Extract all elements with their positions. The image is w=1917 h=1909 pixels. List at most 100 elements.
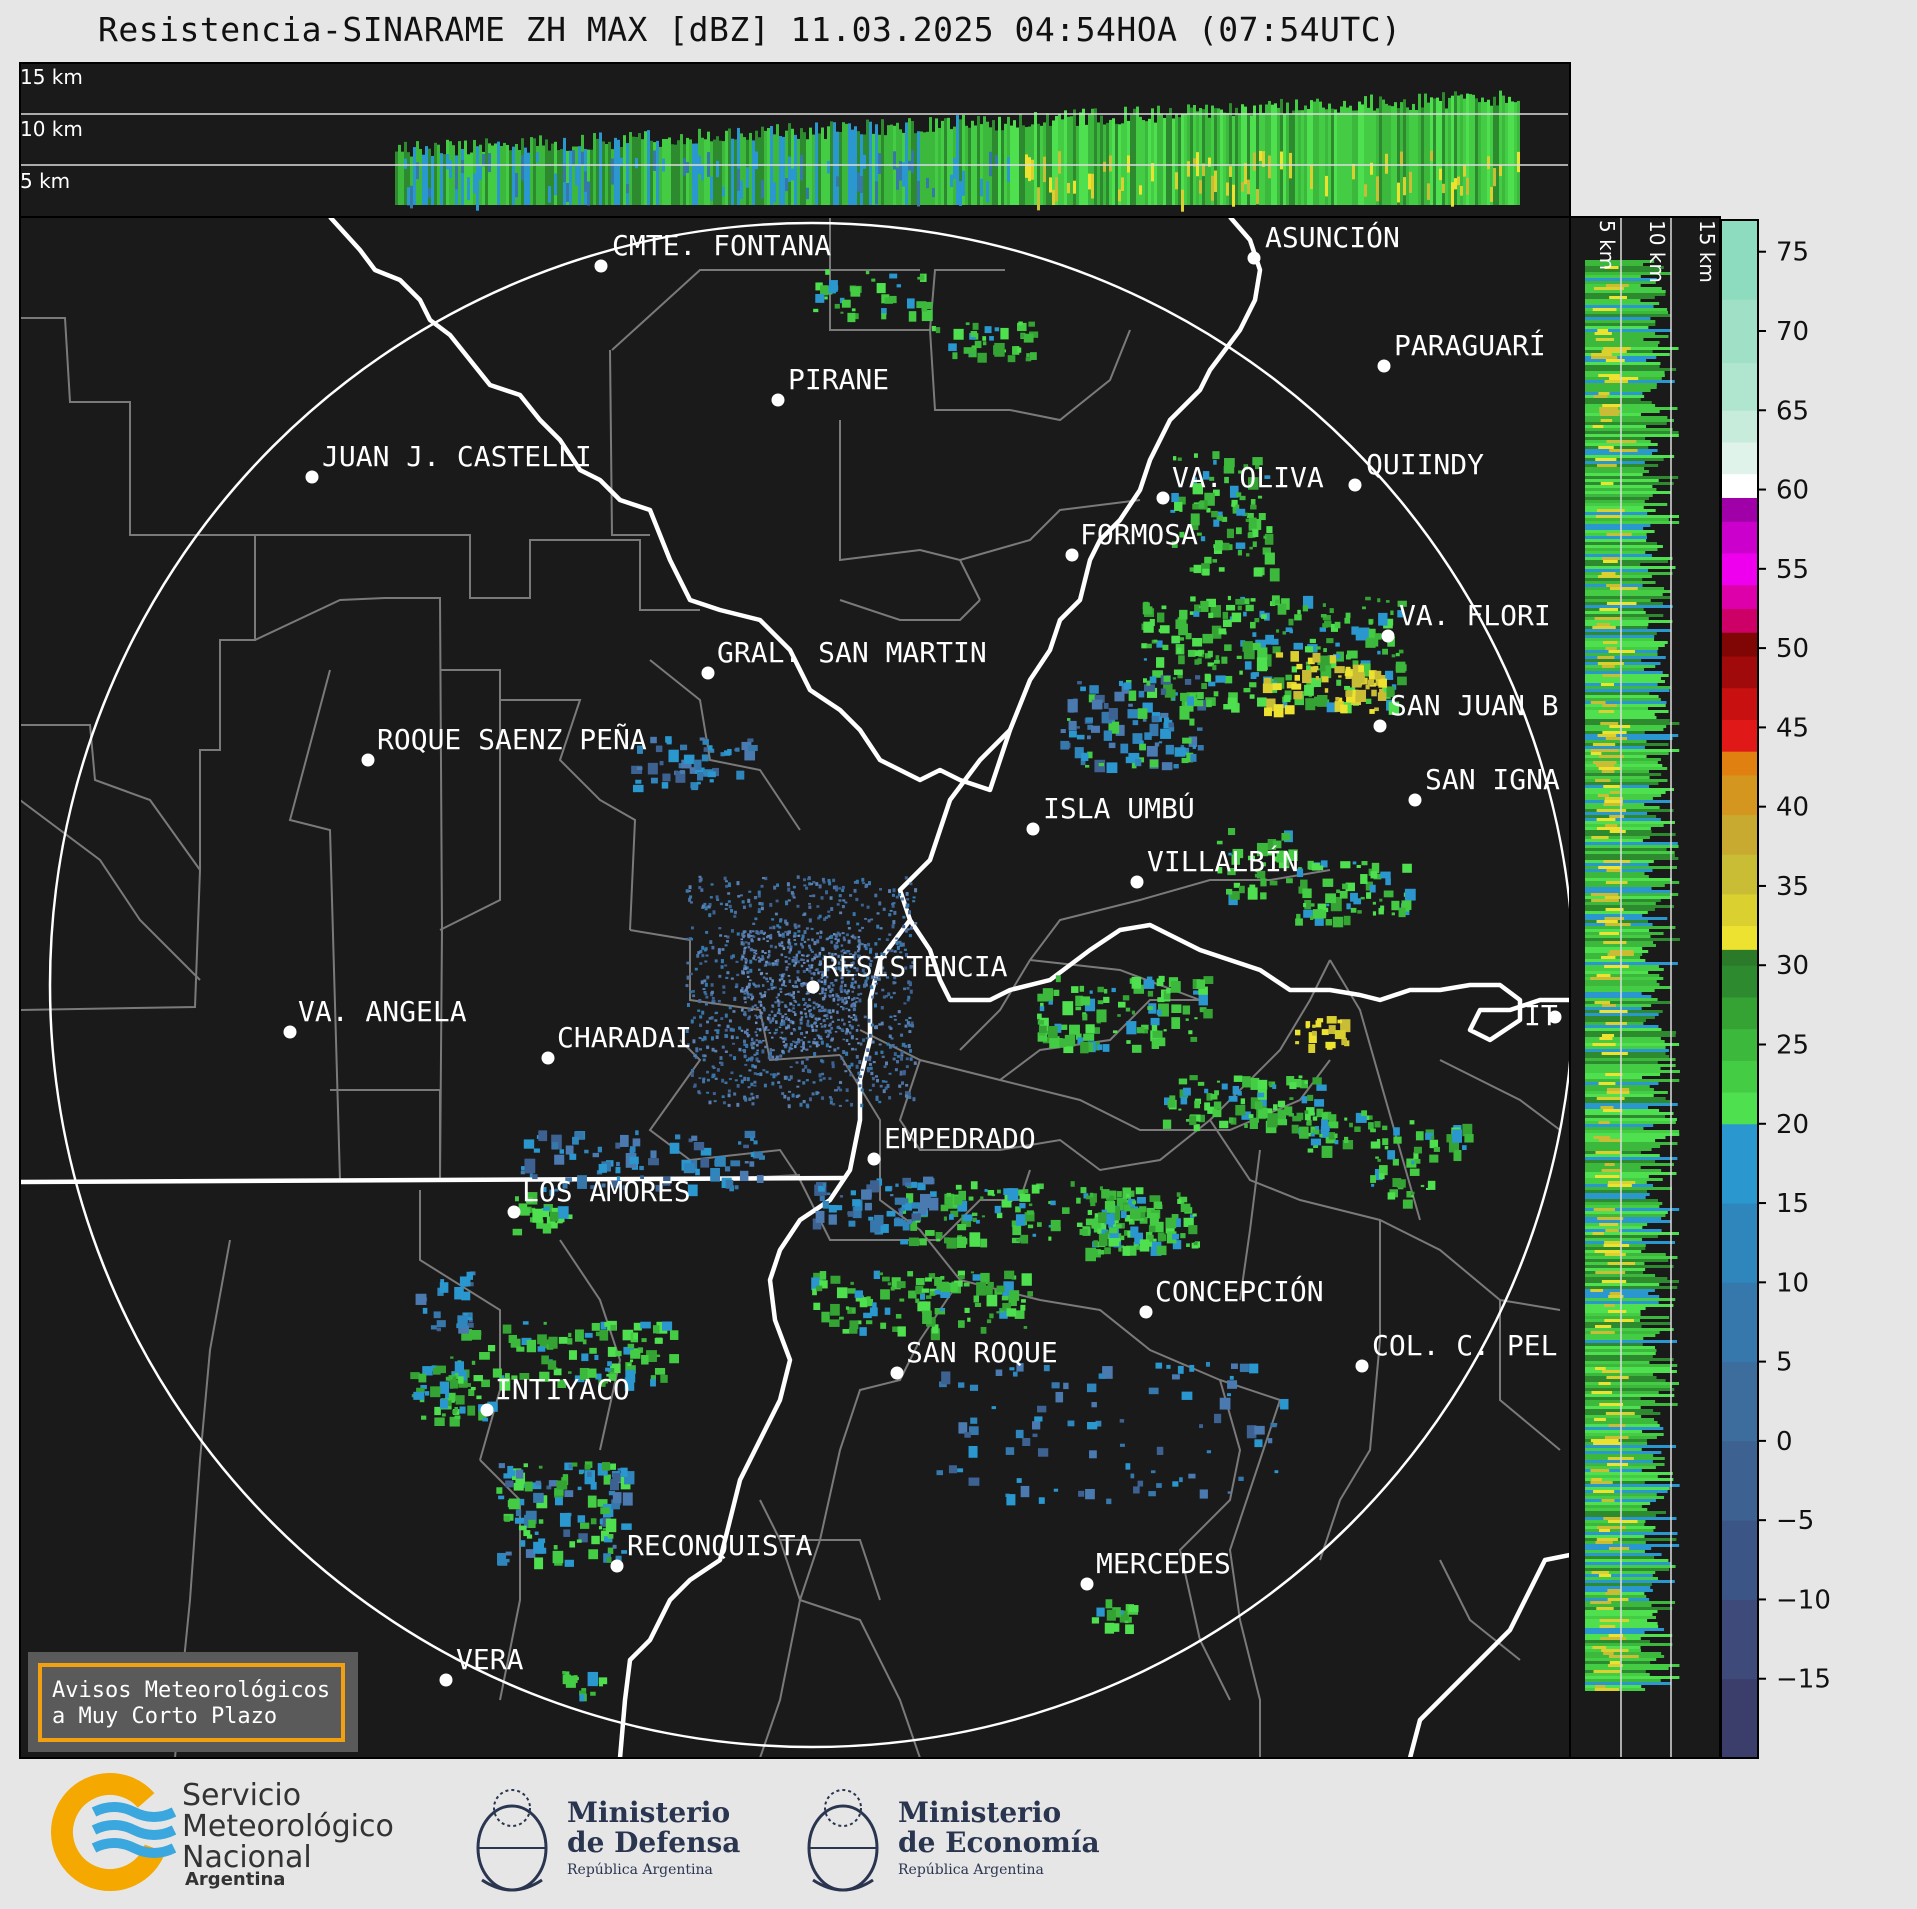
echo-cell xyxy=(804,1002,807,1005)
echo-cell xyxy=(1174,501,1183,511)
place-13[interactable]: SAN IGNA xyxy=(1408,763,1561,807)
place-11[interactable]: SAN JUAN B xyxy=(1373,689,1559,733)
place-16[interactable]: RESISTENCIA xyxy=(806,950,1008,994)
place-23[interactable]: SAN ROQUE xyxy=(890,1336,1058,1380)
place-27[interactable]: MERCEDES xyxy=(1080,1547,1231,1591)
place-17[interactable]: VA. ANGELA xyxy=(283,995,467,1039)
echo-cell xyxy=(840,976,844,980)
side-echo-core xyxy=(1601,1052,1628,1055)
top-echo-column xyxy=(986,121,989,205)
echo-cell xyxy=(1156,1446,1164,1455)
side-echo-row xyxy=(1585,1256,1678,1259)
echo-cell xyxy=(1012,1371,1018,1377)
echo-cell xyxy=(812,1081,816,1084)
echo-cell xyxy=(901,1210,907,1214)
echo-cell xyxy=(813,1038,816,1041)
top-echo-core xyxy=(899,161,902,181)
echo-cell xyxy=(1018,321,1023,326)
side-echo-core xyxy=(1598,1121,1610,1124)
echo-cell xyxy=(807,876,811,881)
echo-cell xyxy=(413,1391,425,1400)
echo-cell xyxy=(1076,1197,1081,1204)
place-19[interactable]: IT xyxy=(1524,999,1562,1032)
echo-cell xyxy=(873,1270,880,1280)
echo-cell xyxy=(789,1009,793,1012)
top-echo-column xyxy=(1313,101,1316,205)
echo-cell xyxy=(980,1272,990,1285)
echo-cell xyxy=(1267,839,1277,851)
echo-cell xyxy=(632,1138,641,1147)
place-9[interactable]: VA. FLORI xyxy=(1381,599,1551,643)
top-echo-column xyxy=(797,138,800,205)
place-26[interactable]: RECONQUISTA xyxy=(610,1529,813,1573)
place-25[interactable]: INTIYACO xyxy=(480,1373,630,1417)
top-echo-core xyxy=(488,153,491,173)
echo-cell xyxy=(740,941,744,946)
place-14[interactable]: ISLA UMBÚ xyxy=(1026,791,1195,836)
echo-cell xyxy=(622,1185,627,1190)
echo-cell xyxy=(1390,610,1394,616)
place-28[interactable]: VERA xyxy=(439,1643,524,1687)
echo-cell xyxy=(1089,685,1099,694)
top-echo-core xyxy=(761,180,764,199)
echo-cell xyxy=(1265,634,1274,645)
top-echo-column xyxy=(494,143,497,205)
echo-cell xyxy=(700,1147,712,1156)
echo-cell xyxy=(1194,650,1202,657)
echo-cell xyxy=(1393,1127,1400,1136)
side-echo-core xyxy=(1605,1022,1627,1025)
echo-cell xyxy=(1054,1023,1062,1033)
place-12[interactable]: ROQUE SAENZ PEÑA xyxy=(361,722,647,767)
place-21[interactable]: LOS AMORES xyxy=(507,1175,691,1219)
place-4[interactable]: PIRANE xyxy=(771,363,890,407)
side-echo-row xyxy=(1585,1268,1646,1271)
side-echo-row xyxy=(1585,263,1644,266)
top-echo-column xyxy=(1397,108,1400,205)
echo-cell xyxy=(647,762,658,775)
echo-cell xyxy=(1366,892,1372,899)
echo-cell xyxy=(864,1056,868,1061)
echo-cell xyxy=(829,989,832,993)
top-echo-column xyxy=(596,138,599,205)
echo-cell xyxy=(547,1360,557,1370)
echo-cell xyxy=(709,779,714,783)
echo-cell xyxy=(726,935,730,939)
echo-cell xyxy=(1034,1416,1043,1422)
place-20[interactable]: EMPEDRADO xyxy=(867,1122,1036,1166)
place-2[interactable]: ASUNCIÓN xyxy=(1247,220,1400,265)
echo-cell xyxy=(1358,665,1364,673)
echo-cell xyxy=(1090,1200,1096,1207)
echo-cell xyxy=(792,991,795,995)
echo-cell xyxy=(578,1533,588,1543)
place-1[interactable]: CMTE. FONTANA xyxy=(594,229,832,273)
echo-cell xyxy=(1249,621,1256,629)
place-7[interactable]: QUIINDY xyxy=(1348,448,1485,492)
top-echo-column xyxy=(881,119,884,205)
place-markers: CMTE. FONTANA ASUNCIÓN PARAGUARÍ PIRANE JUAN… xyxy=(283,220,1562,1687)
place-8[interactable]: FORMOSA xyxy=(1065,518,1199,562)
echo-cell xyxy=(665,736,672,743)
side-echo-row xyxy=(1585,1418,1654,1421)
place-6[interactable]: VA. OLIVA xyxy=(1156,461,1324,505)
echo-cell xyxy=(813,1052,817,1057)
warning-box[interactable]: Avisos Meteorológicos a Muy Corto Plazo xyxy=(28,1652,358,1752)
echo-cell xyxy=(1391,912,1395,916)
place-22[interactable]: CONCEPCIÓN xyxy=(1139,1274,1324,1319)
place-24[interactable]: COL. C. PEL xyxy=(1355,1329,1558,1373)
echo-cell xyxy=(789,945,793,949)
echo-cell xyxy=(905,906,909,909)
echo-cell xyxy=(620,1134,629,1147)
echo-cell xyxy=(1142,602,1150,610)
side-echo-row xyxy=(1585,1193,1650,1196)
echo-cell xyxy=(892,981,896,985)
place-15[interactable]: VILLALBÍN xyxy=(1130,844,1299,889)
echo-cell xyxy=(911,1024,915,1028)
place-3[interactable]: PARAGUARÍ xyxy=(1377,328,1546,373)
place-10[interactable]: GRAL. SAN MARTIN xyxy=(701,636,987,680)
place-18[interactable]: CHARADAI xyxy=(541,1021,692,1065)
map-panel: CMTE. FONTANA ASUNCIÓN PARAGUARÍ PIRANE JUAN… xyxy=(19,216,1571,1759)
top-echo-column xyxy=(1412,103,1415,205)
echo-cell xyxy=(754,958,758,961)
place-5[interactable]: JUAN J. CASTELLI xyxy=(305,440,592,484)
echo-cell xyxy=(906,898,910,901)
